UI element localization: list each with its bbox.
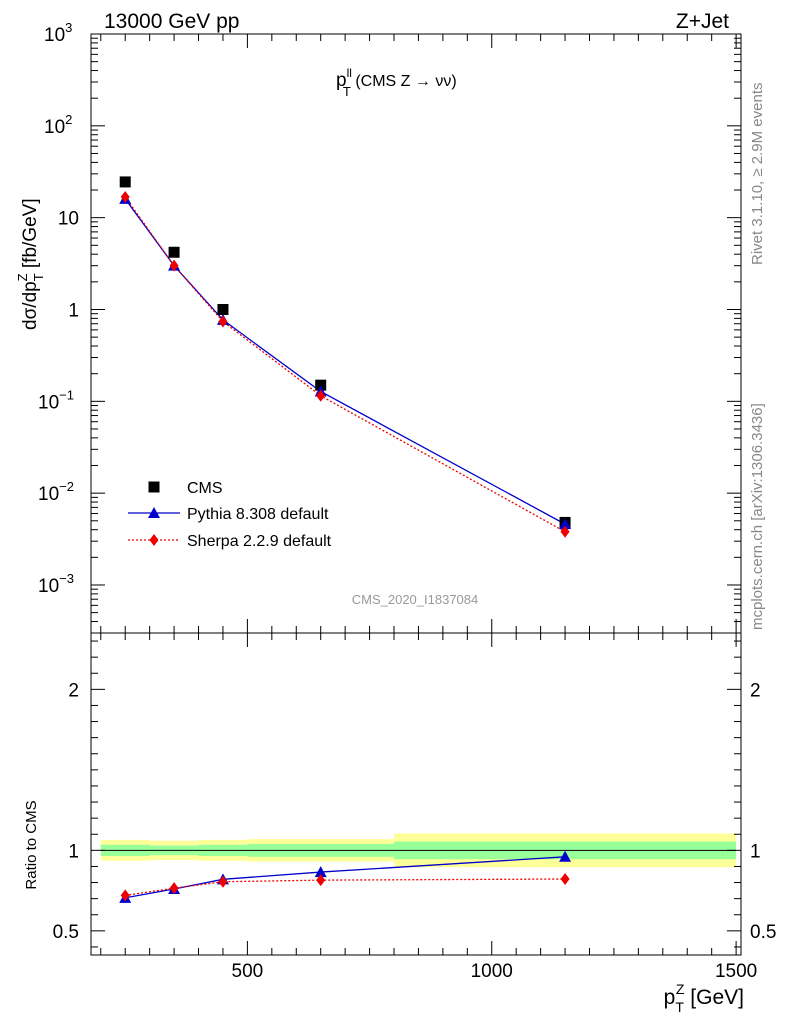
title-rest: (CMS Z → νν) — [351, 73, 457, 90]
data-point-sherpa — [218, 315, 228, 328]
ratio-frame — [90, 632, 742, 956]
legend-label: CMS — [187, 480, 223, 497]
data-point-pythia — [314, 866, 327, 878]
data-point-sherpa — [120, 190, 130, 203]
data-point-pythia — [559, 518, 572, 530]
data-point-cms — [315, 379, 327, 391]
data-point-cms — [217, 303, 229, 315]
title-sup: ll — [347, 66, 352, 80]
data-point-sherpa — [560, 525, 570, 538]
series-line — [124, 198, 566, 525]
title-main: p — [336, 70, 347, 91]
data-point-pythia — [148, 507, 160, 518]
y-tick-label: 10−1 — [38, 387, 74, 413]
y-tick-label: 2 — [68, 680, 79, 701]
rivet-label: Rivet 3.1.10, ≥ 2.9M events — [749, 83, 766, 266]
y-tick-label: 102 — [44, 112, 72, 138]
y-tick-label: 1 — [68, 300, 79, 321]
y-tick-label: 10−2 — [38, 479, 74, 505]
analysis-watermark: CMS_2020_I1837084 — [352, 592, 479, 607]
data-point-sherpa — [169, 259, 179, 272]
legend-label: Sherpa 2.2.9 default — [187, 533, 332, 550]
y-tick-label: 10 — [58, 209, 79, 230]
header-left: 13000 GeV pp — [104, 10, 239, 33]
x-tick-label: 500 — [232, 961, 264, 982]
x-axis-label: pTZ [GeV] — [664, 981, 744, 1015]
panel-title: pll T (CMS Z → νν) — [336, 66, 457, 99]
x-tick-label: 1000 — [471, 961, 513, 982]
data-point-cms — [119, 176, 131, 188]
data-point-sherpa — [120, 889, 130, 902]
y-tick-label-right: 1 — [750, 841, 761, 862]
data-point-sherpa — [169, 882, 179, 895]
y-tick-label: 10−3 — [38, 571, 74, 597]
data-point-pythia — [559, 850, 572, 862]
y-tick-label: 103 — [44, 20, 72, 46]
y-tick-label-right: 2 — [750, 680, 761, 701]
data-point-sherpa — [316, 389, 326, 402]
ratio-panel: 500 1000 1500 0.5 0.5 1 1 2 2 — [53, 632, 776, 982]
y-tick-label-right: 0.5 — [750, 922, 776, 943]
main-ylabel: dσ/dpTZ [fb/GeV] — [15, 198, 46, 330]
data-point-sherpa — [316, 874, 326, 887]
data-point-cms — [148, 481, 160, 493]
mcplots-label: mcplots.cern.ch [arXiv:1306.3436] — [749, 403, 766, 630]
ratio-series-line — [125, 878, 566, 897]
data-point-sherpa — [218, 875, 228, 888]
y-tick-label: 1 — [68, 841, 79, 862]
data-point-sherpa — [560, 873, 570, 886]
title-sub: T — [343, 84, 351, 99]
series-line — [124, 196, 566, 533]
data-point-cms — [168, 246, 180, 258]
x-tick-label: 1500 — [715, 961, 757, 982]
ratio-ylabel: Ratio to CMS — [23, 800, 40, 889]
legend-label: Pythia 8.308 default — [187, 506, 329, 523]
data-point-sherpa — [149, 534, 159, 546]
y-tick-label: 0.5 — [53, 922, 79, 943]
header-right: Z+Jet — [676, 10, 729, 33]
